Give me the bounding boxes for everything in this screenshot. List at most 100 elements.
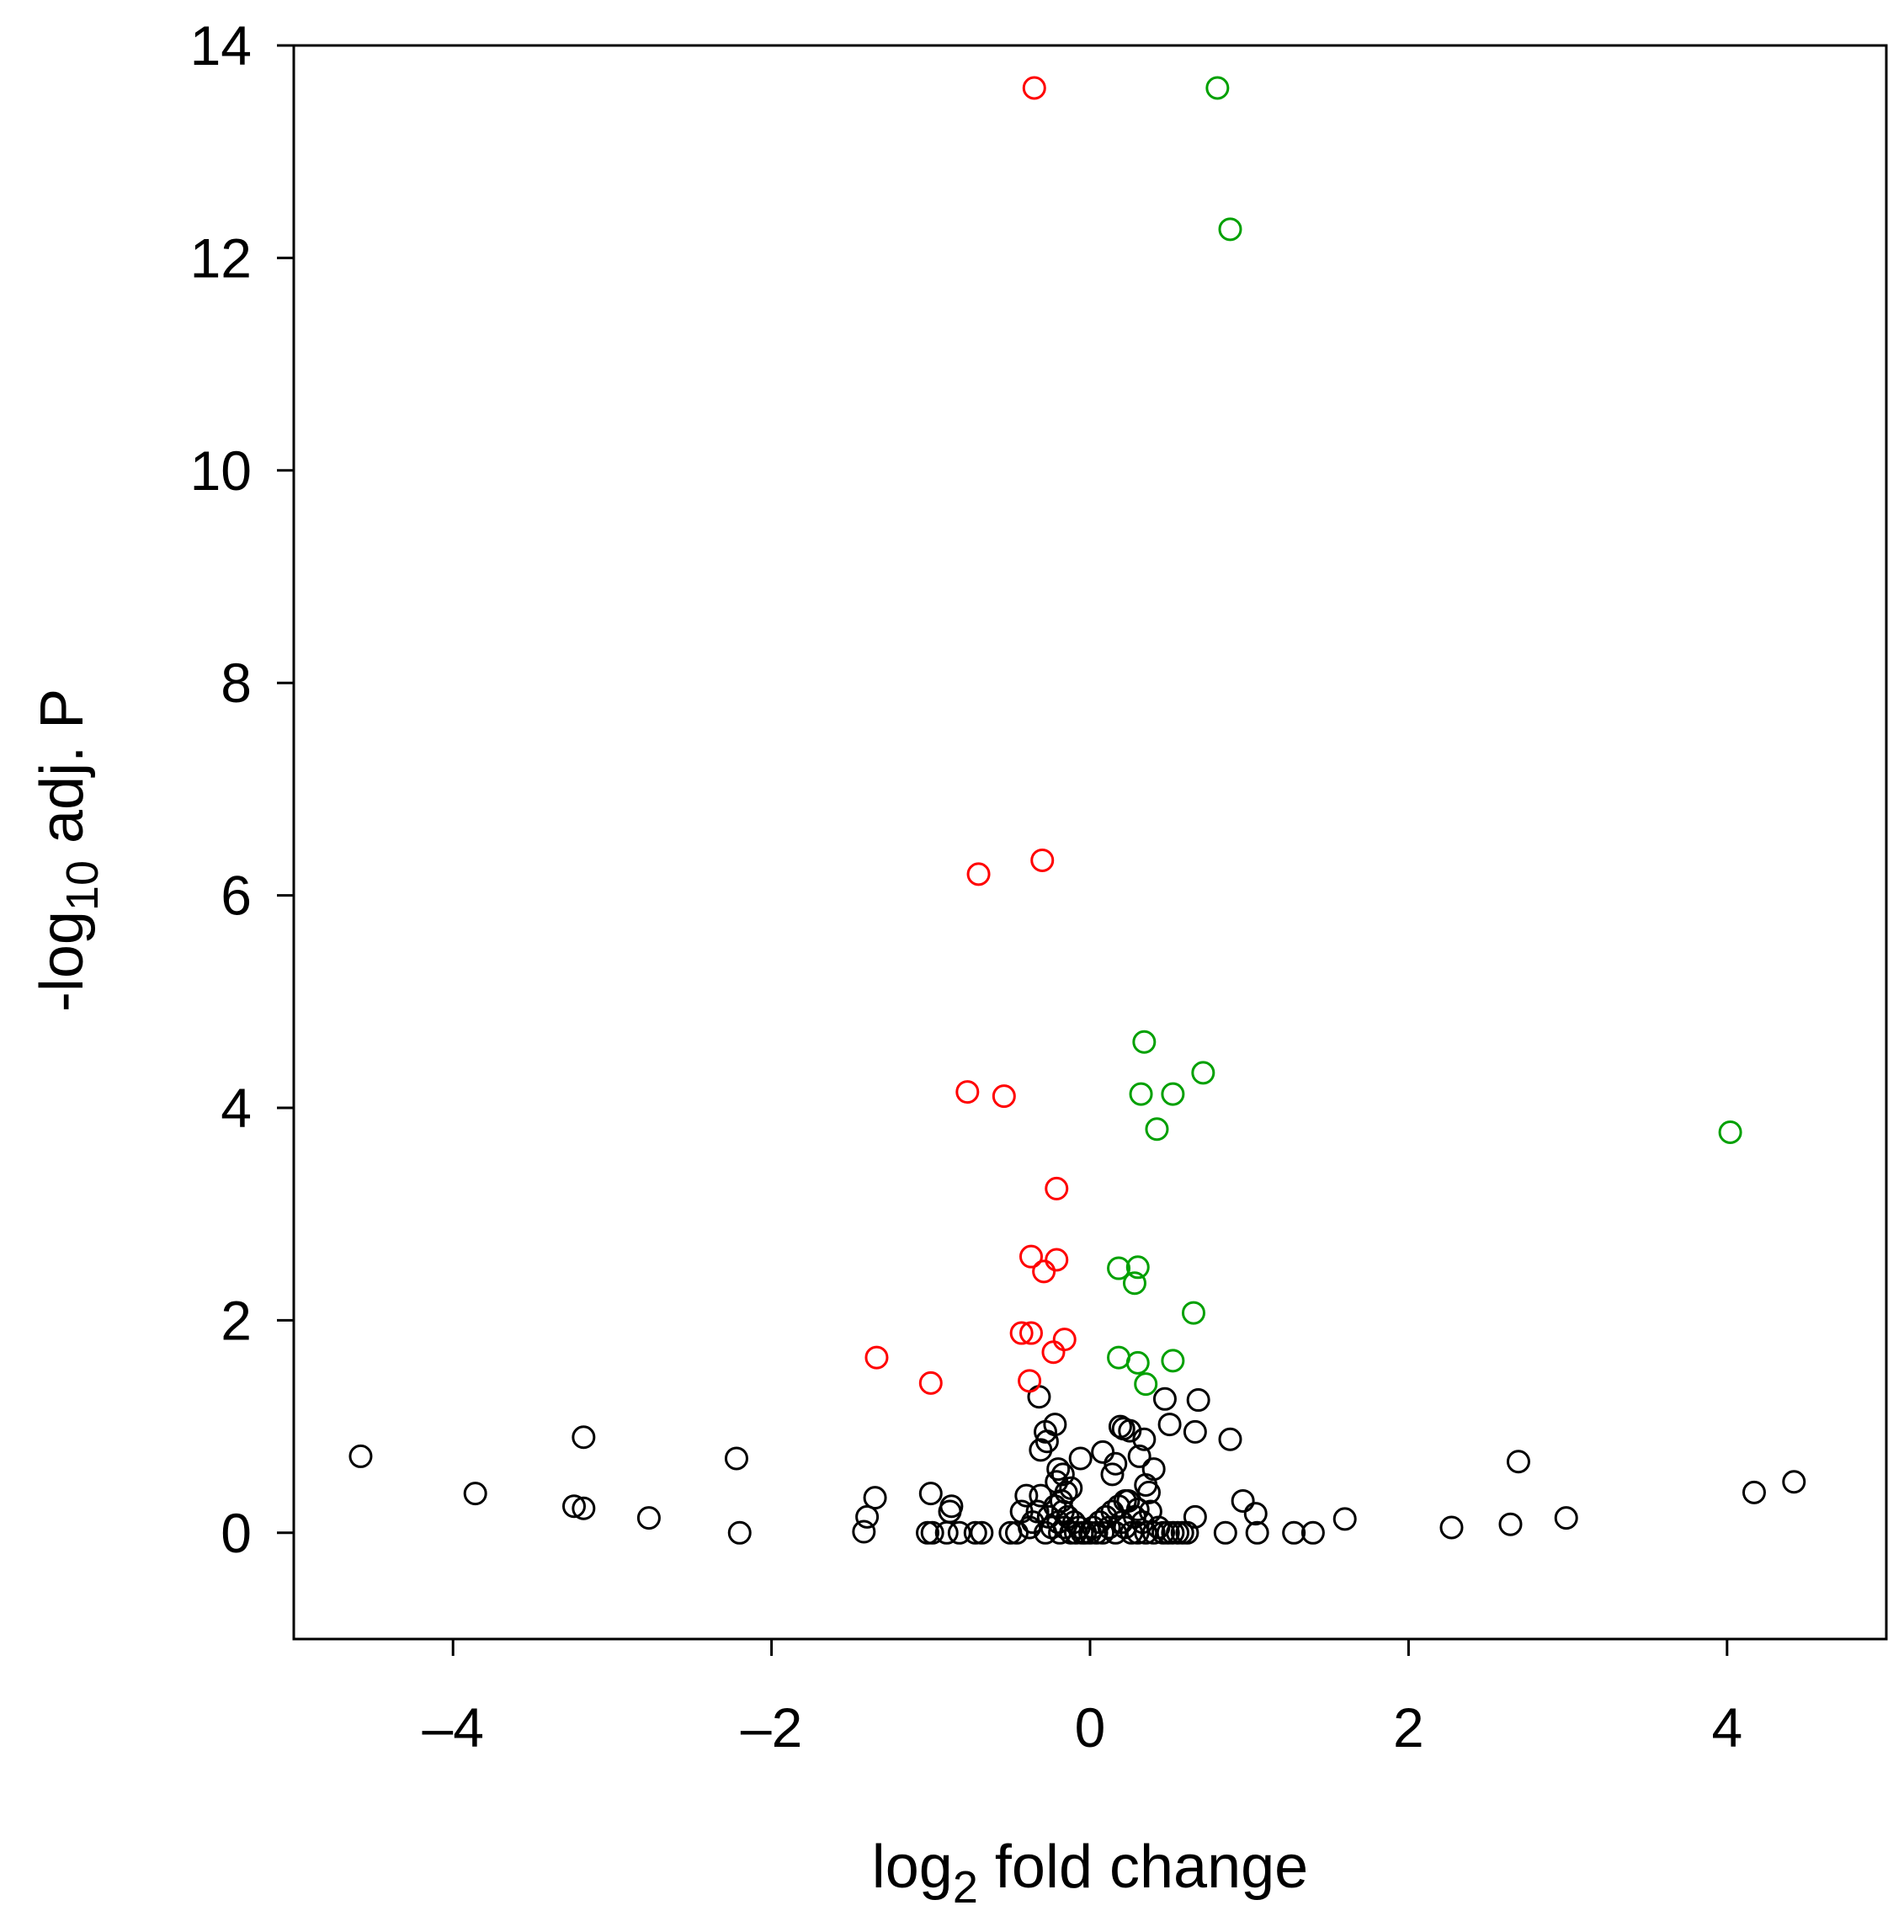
x-axis-ticks: –4 –2 0 2 4: [422, 1639, 1742, 1759]
point-not-significant: [1218, 1427, 1242, 1451]
point-not-significant: [1137, 1480, 1162, 1504]
x-tick-label: 4: [1711, 1696, 1742, 1759]
y-tick-label: 6: [221, 865, 252, 927]
point-down-regulated: [1041, 1340, 1066, 1365]
point-not-significant: [1213, 1520, 1237, 1545]
point-not-significant: [1068, 1446, 1093, 1471]
y-axis-label: -log10 adj. P: [29, 689, 108, 1012]
y-tick-label: 0: [221, 1502, 252, 1564]
point-not-significant: [724, 1446, 748, 1471]
point-not-significant: [1282, 1520, 1306, 1545]
point-not-significant: [1025, 1499, 1050, 1524]
point-up-regulated: [1125, 1350, 1150, 1375]
point-down-regulated: [1045, 1248, 1069, 1272]
y-tick-label: 12: [190, 226, 252, 289]
y-tick-label: 4: [221, 1077, 252, 1139]
point-not-significant: [636, 1506, 661, 1530]
point-not-significant: [572, 1496, 596, 1520]
y-tick-label: 2: [221, 1289, 252, 1351]
point-not-significant: [1152, 1386, 1177, 1411]
point-not-significant: [1104, 1451, 1128, 1476]
point-not-significant: [1157, 1413, 1182, 1437]
point-not-significant: [1091, 1440, 1115, 1464]
x-tick-label: –2: [741, 1696, 802, 1759]
y-axis-ticks: 0 2 4 6 8 10 12 14: [190, 14, 294, 1564]
point-not-significant: [1132, 1427, 1157, 1451]
point-up-regulated: [1218, 217, 1242, 242]
x-tick-label: 0: [1075, 1696, 1106, 1759]
point-not-significant: [1125, 1498, 1150, 1522]
point-not-significant: [1127, 1444, 1151, 1468]
point-up-regulated: [1205, 76, 1230, 100]
point-not-significant: [1332, 1507, 1357, 1531]
point-not-significant: [727, 1520, 752, 1545]
y-tick-label: 10: [190, 439, 252, 502]
point-not-significant: [920, 1520, 944, 1545]
point-down-regulated: [1045, 1176, 1069, 1200]
point-down-regulated: [1032, 1259, 1056, 1284]
point-down-regulated: [918, 1370, 943, 1395]
point-down-regulated: [955, 1080, 980, 1104]
point-not-significant: [918, 1482, 943, 1506]
point-up-regulated: [1718, 1120, 1742, 1145]
x-axis-label: log2 fold change: [872, 1834, 1308, 1913]
point-not-significant: [852, 1520, 876, 1544]
point-up-regulated: [1181, 1301, 1205, 1325]
point-not-significant: [1186, 1388, 1210, 1413]
point-up-regulated: [1107, 1345, 1131, 1370]
point-not-significant: [1742, 1480, 1766, 1504]
point-not-significant: [463, 1482, 487, 1506]
point-not-significant: [1046, 1457, 1071, 1482]
point-not-significant: [1113, 1488, 1137, 1513]
point-up-regulated: [1125, 1255, 1150, 1280]
point-not-significant: [939, 1494, 964, 1519]
point-not-significant: [970, 1520, 994, 1545]
point-up-regulated: [1129, 1082, 1153, 1106]
point-up-regulated: [1107, 1256, 1131, 1280]
x-tick-label: –4: [422, 1696, 483, 1759]
point-down-regulated: [1018, 1369, 1042, 1393]
point-up-regulated: [1161, 1349, 1185, 1373]
point-down-regulated: [1022, 76, 1046, 100]
point-not-significant: [963, 1520, 987, 1545]
point-not-significant: [1100, 1462, 1125, 1487]
point-not-significant: [1506, 1450, 1530, 1474]
point-not-significant: [1183, 1419, 1207, 1444]
point-not-significant: [1050, 1462, 1075, 1487]
point-not-significant: [1097, 1515, 1121, 1540]
point-up-regulated: [1132, 1030, 1157, 1054]
point-down-regulated: [1030, 848, 1055, 872]
point-down-regulated: [1052, 1328, 1077, 1352]
point-not-significant: [1554, 1506, 1578, 1530]
point-not-significant: [1243, 1502, 1268, 1526]
point-down-regulated: [864, 1345, 889, 1370]
point-up-regulated: [1145, 1117, 1169, 1142]
point-not-significant: [1027, 1385, 1051, 1409]
plot-frame: [292, 44, 1888, 1641]
point-not-significant: [1014, 1483, 1039, 1508]
x-tick-label: 2: [1393, 1696, 1424, 1759]
point-up-regulated: [1134, 1372, 1158, 1397]
y-tick-label: 14: [190, 14, 252, 77]
point-not-significant: [1231, 1488, 1255, 1513]
y-tick-label: 8: [221, 652, 252, 714]
point-not-significant: [561, 1494, 586, 1519]
point-not-significant: [1498, 1512, 1523, 1536]
point-down-regulated: [1018, 1244, 1043, 1269]
point-down-regulated: [1009, 1321, 1034, 1345]
point-down-regulated: [966, 862, 991, 886]
point-not-significant: [1782, 1470, 1806, 1494]
point-not-significant: [1141, 1520, 1166, 1545]
point-not-significant: [1059, 1476, 1083, 1500]
point-down-regulated: [1018, 1321, 1043, 1345]
point-not-significant: [348, 1444, 373, 1468]
point-not-significant: [1034, 1419, 1058, 1444]
data-points: [348, 76, 1806, 1545]
point-not-significant: [1245, 1520, 1269, 1545]
point-not-significant: [1091, 1520, 1115, 1545]
point-up-regulated: [1122, 1271, 1146, 1296]
point-not-significant: [572, 1425, 596, 1450]
point-not-significant: [855, 1504, 880, 1529]
point-down-regulated: [992, 1084, 1016, 1109]
